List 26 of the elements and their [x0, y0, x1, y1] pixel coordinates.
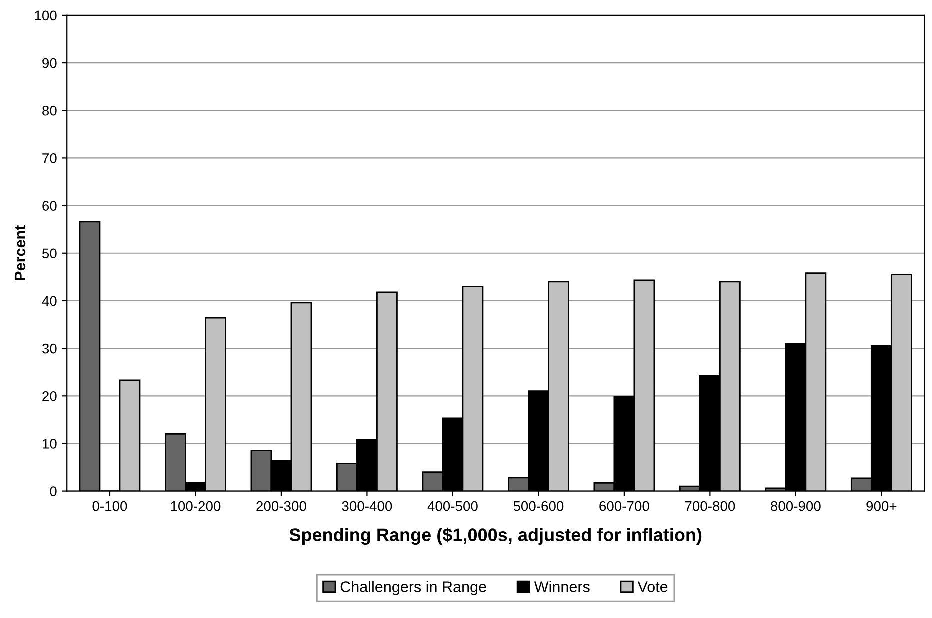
x-tick-label: 100-200	[171, 501, 221, 512]
x-tick-label: 800-900	[771, 501, 821, 512]
x-tick-label: 900+	[866, 501, 897, 512]
legend-label: Vote	[638, 582, 668, 592]
x-axis-title: Spending Range ($1,000s, adjusted for inflation)	[290, 528, 702, 546]
y-tick-label: 20	[42, 391, 57, 402]
y-axis-title: Percent	[14, 226, 26, 280]
x-tick-label: 200-300	[256, 501, 306, 512]
y-tick-label: 10	[42, 439, 57, 449]
legend-label: Winners	[534, 581, 590, 592]
legend-label: Challengers in Range	[340, 581, 486, 596]
y-tick-label: 60	[42, 201, 57, 211]
y-tick-label: 50	[42, 248, 57, 259]
x-tick-label: 0-100	[92, 501, 128, 512]
x-tick-label: 400-500	[428, 501, 478, 512]
y-tick-label: 0	[50, 486, 57, 496]
x-tick-label: 700-800	[685, 501, 736, 512]
y-tick-label: 40	[42, 296, 57, 306]
y-tick-label: 80	[42, 106, 57, 116]
x-tick-label: 500-600	[514, 501, 564, 512]
y-tick-label: 100	[35, 10, 57, 21]
y-tick-label: 30	[42, 344, 57, 354]
y-tick-label: 70	[42, 154, 57, 164]
x-tick-label: 300-400	[342, 501, 392, 512]
x-tick-label: 600-700	[600, 501, 650, 512]
y-tick-label: 90	[42, 58, 57, 68]
